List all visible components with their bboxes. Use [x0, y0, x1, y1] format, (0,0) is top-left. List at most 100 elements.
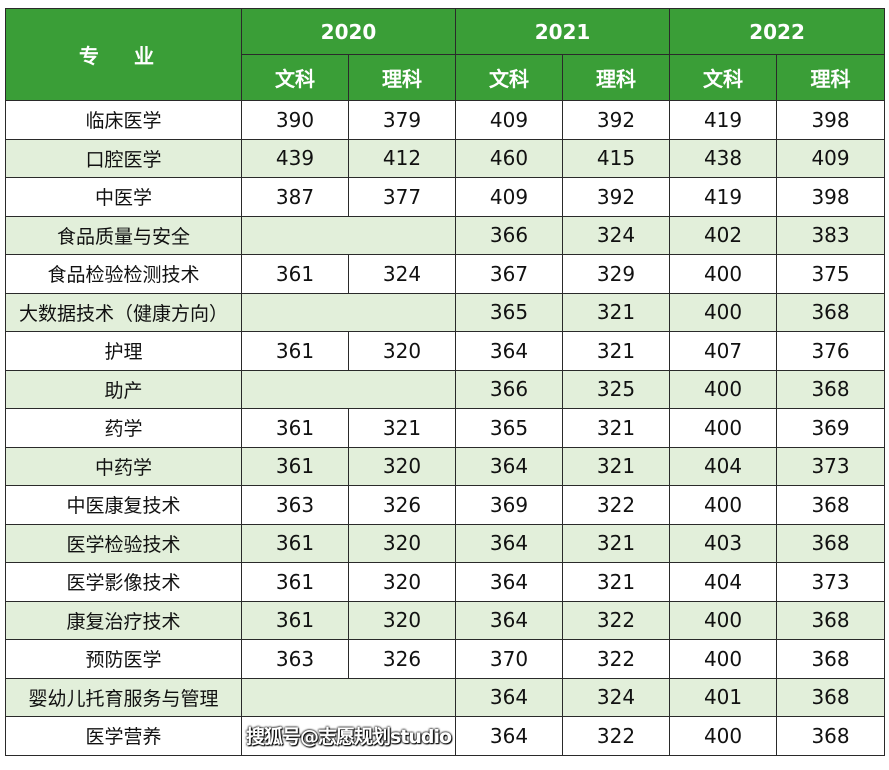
empty-cell [240, 215, 457, 255]
table-row: 婴幼儿托育服务与管理 364 324 401 368 [5, 677, 886, 717]
score-cell-2022-arts: 400 [669, 716, 778, 756]
score-cell-2020-science: 379 [347, 100, 457, 140]
score-cell-2022-science: 368 [776, 716, 886, 756]
score-cell-2020-science: 320 [347, 446, 457, 486]
score-cell-2022-science: 368 [776, 485, 886, 525]
year-header-2021: 2021 [455, 8, 671, 55]
score-cell-2021-arts: 364 [455, 600, 564, 640]
score-cell-2021-arts: 460 [455, 138, 564, 178]
score-cell-2020-arts: 361 [241, 408, 349, 448]
score-cell-2021-arts: 364 [455, 562, 564, 602]
major-name-cell: 助产 [5, 369, 242, 409]
score-cell-2022-arts: 400 [669, 369, 778, 409]
score-cell-2021-science: 392 [562, 177, 671, 217]
empty-cell [240, 677, 457, 717]
major-name-cell: 护理 [5, 331, 242, 371]
score-cell-2020-arts: 439 [241, 138, 349, 178]
score-cell-2021-arts: 409 [455, 100, 564, 140]
score-cell-2020-arts: 387 [241, 177, 349, 217]
score-cell-2021-science: 415 [562, 138, 671, 178]
major-name-cell: 中医学 [5, 177, 242, 217]
score-cell-2022-science: 373 [776, 562, 886, 602]
score-cell-2022-science: 375 [776, 254, 886, 294]
table-row: 口腔医学 439 412 460 415 438 409 [5, 138, 886, 178]
table-row: 大数据技术（健康方向） 365 321 400 368 [5, 292, 886, 332]
score-cell-2021-arts: 364 [455, 446, 564, 486]
score-cell-2021-science: 329 [562, 254, 671, 294]
table-row: 中医康复技术 363 326 369 322 400 368 [5, 485, 886, 525]
score-cell-2021-arts: 364 [455, 677, 564, 717]
score-cell-2022-arts: 400 [669, 254, 778, 294]
major-name-cell: 临床医学 [5, 100, 242, 140]
score-cell-2022-arts: 400 [669, 292, 778, 332]
major-name-cell: 医学营养 [5, 716, 242, 756]
score-cell-2021-science: 321 [562, 562, 671, 602]
score-cell-2020-science: 320 [347, 331, 457, 371]
empty-cell [240, 369, 457, 409]
subject-header-science: 理科 [347, 54, 457, 101]
score-cell-2021-science: 322 [562, 485, 671, 525]
major-name-cell: 食品质量与安全 [5, 215, 242, 255]
score-cell-2020-science: 326 [347, 639, 457, 679]
score-cell-2020-arts: 363 [241, 639, 349, 679]
header-row-years: 专 业 2020 2021 2022 [5, 8, 886, 101]
score-cell-2022-arts: 400 [669, 639, 778, 679]
score-cell-2021-science: 392 [562, 100, 671, 140]
score-cell-2022-science: 383 [776, 215, 886, 255]
score-cell-2020-science: 377 [347, 177, 457, 217]
score-cell-2021-science: 322 [562, 716, 671, 756]
score-cell-2021-science: 324 [562, 215, 671, 255]
major-name-cell: 口腔医学 [5, 138, 242, 178]
major-name-cell: 婴幼儿托育服务与管理 [5, 677, 242, 717]
score-cell-2020-science: 324 [347, 254, 457, 294]
score-cell-2021-science: 322 [562, 639, 671, 679]
table-row: 康复治疗技术 361 320 364 322 400 368 [5, 600, 886, 640]
table-row: 预防医学 363 326 370 322 400 368 [5, 639, 886, 679]
empty-cell: 搜狐号@志愿规划studio [240, 716, 457, 756]
subject-header-arts: 文科 [455, 54, 564, 101]
score-cell-2021-arts: 366 [455, 215, 564, 255]
table-row: 药学 361 321 365 321 400 369 [5, 408, 886, 448]
subject-header-arts: 文科 [241, 54, 349, 101]
table-row: 中药学 361 320 364 321 404 373 [5, 446, 886, 486]
watermark: 搜狐号@志愿规划studio [245, 725, 452, 748]
major-name-cell: 预防医学 [5, 639, 242, 679]
major-name-cell: 大数据技术（健康方向） [5, 292, 242, 332]
year-header-2020: 2020 [240, 8, 457, 55]
subject-header-arts: 文科 [669, 54, 778, 101]
score-cell-2021-arts: 409 [455, 177, 564, 217]
score-cell-2021-arts: 364 [455, 331, 564, 371]
score-cell-2022-science: 398 [776, 177, 886, 217]
score-cell-2022-science: 368 [776, 639, 886, 679]
score-cell-2021-arts: 370 [455, 639, 564, 679]
score-cell-2021-arts: 364 [455, 716, 564, 756]
score-cell-2022-science: 368 [776, 369, 886, 409]
subject-header-science: 理科 [776, 54, 886, 101]
score-cell-2022-arts: 438 [669, 138, 778, 178]
score-cell-2021-science: 321 [562, 292, 671, 332]
score-cell-2021-arts: 365 [455, 292, 564, 332]
major-header: 专 业 [5, 8, 242, 101]
score-cell-2021-science: 325 [562, 369, 671, 409]
score-cell-2022-arts: 401 [669, 677, 778, 717]
table-row: 中医学 387 377 409 392 419 398 [5, 177, 886, 217]
score-cell-2022-science: 409 [776, 138, 886, 178]
table-row: 护理 361 320 364 321 407 376 [5, 331, 886, 371]
score-cell-2020-science: 321 [347, 408, 457, 448]
score-cell-2022-arts: 407 [669, 331, 778, 371]
score-cell-2022-arts: 419 [669, 177, 778, 217]
score-cell-2022-science: 368 [776, 677, 886, 717]
major-name-cell: 食品检验检测技术 [5, 254, 242, 294]
score-cell-2022-science: 368 [776, 600, 886, 640]
score-cell-2020-science: 320 [347, 562, 457, 602]
score-cell-2020-arts: 390 [241, 100, 349, 140]
score-cell-2020-arts: 363 [241, 485, 349, 525]
score-cell-2022-science: 373 [776, 446, 886, 486]
table-row: 医学营养 搜狐号@志愿规划studio 364 322 400 368 [5, 716, 886, 756]
score-cell-2022-science: 368 [776, 292, 886, 332]
score-cell-2021-science: 321 [562, 408, 671, 448]
major-name-cell: 医学检验技术 [5, 523, 242, 563]
score-cell-2021-science: 321 [562, 523, 671, 563]
major-name-cell: 药学 [5, 408, 242, 448]
table-row: 医学影像技术 361 320 364 321 404 373 [5, 562, 886, 602]
